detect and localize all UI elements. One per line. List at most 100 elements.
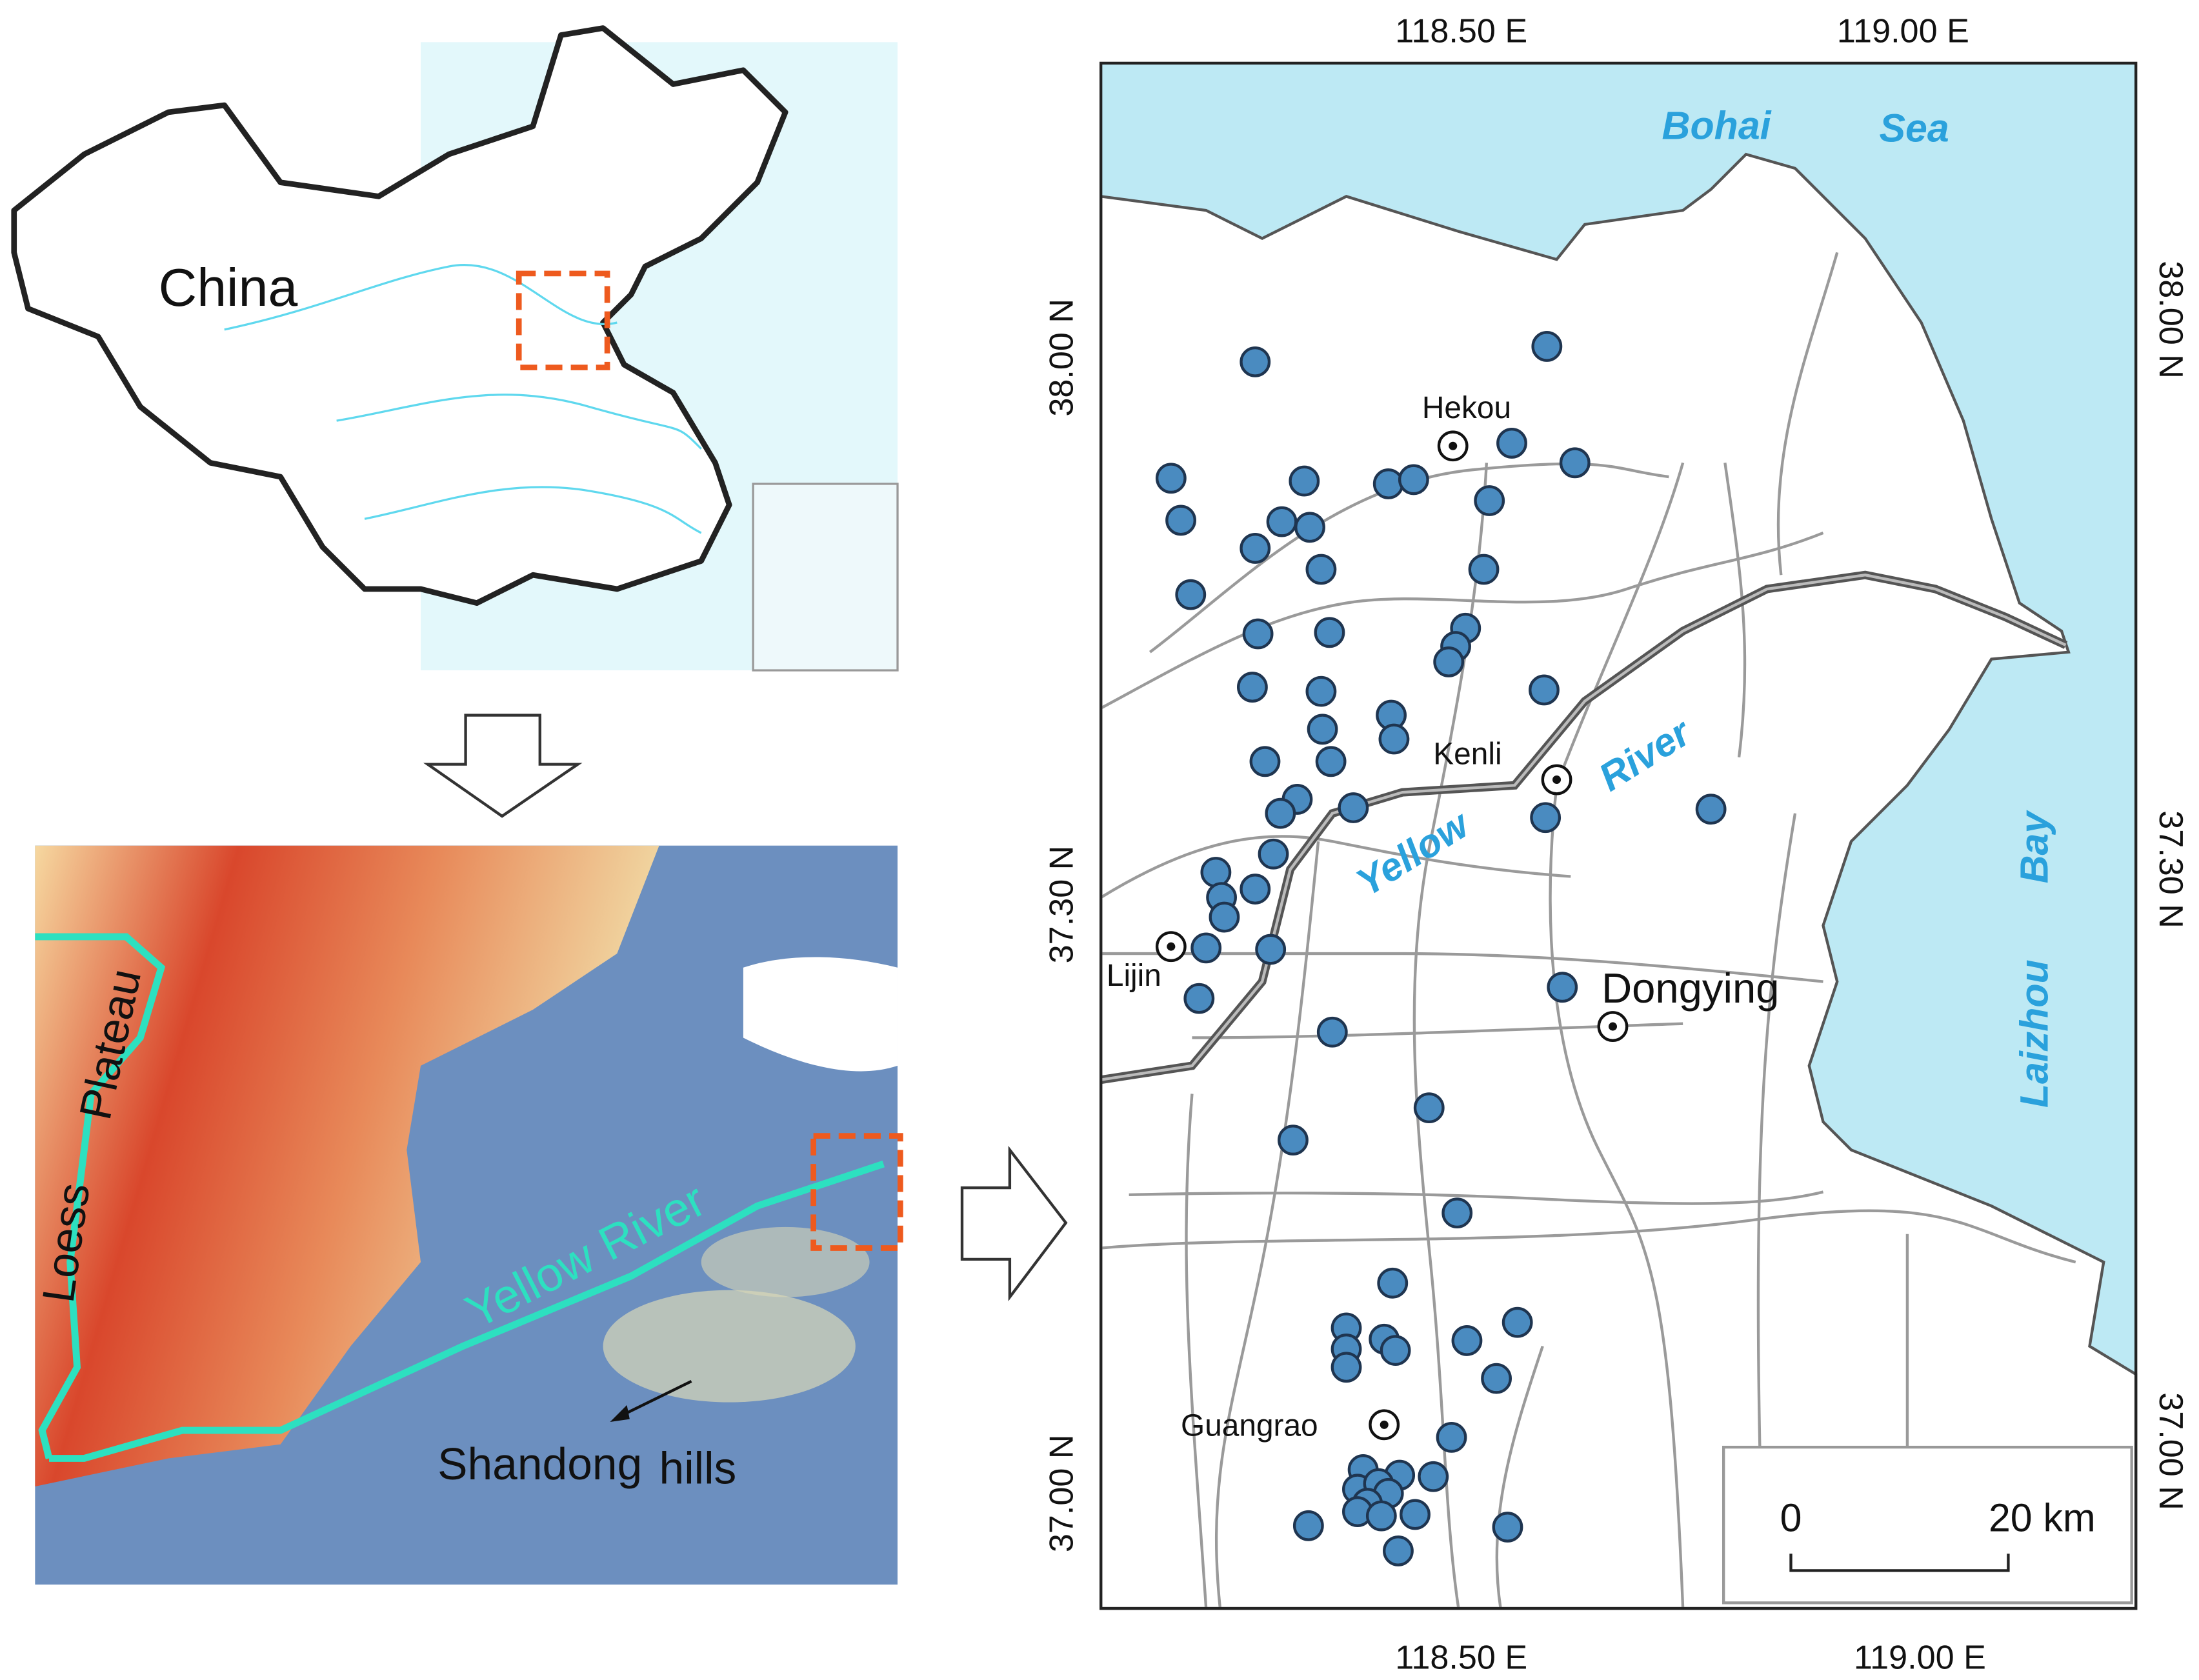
sample-site	[1400, 1499, 1431, 1530]
sample-site	[1307, 714, 1338, 745]
sample-site	[1316, 1016, 1348, 1048]
study-area-box	[516, 270, 610, 370]
arrow-right	[960, 1145, 1068, 1302]
sample-site	[1249, 746, 1281, 777]
sample-site	[1492, 1512, 1523, 1543]
china-outline	[11, 25, 788, 606]
pointer	[616, 1380, 692, 1419]
town-dot	[1608, 1022, 1618, 1031]
bay-label: Laizhou	[2012, 959, 2056, 1108]
place-label: Kenli	[1433, 737, 1501, 772]
sample-site	[1436, 1421, 1467, 1453]
sample-site	[1242, 618, 1274, 650]
sample-site	[1289, 465, 1320, 497]
sea-label: Bohai	[1662, 103, 1772, 147]
right-tick: 38.00 N	[2152, 261, 2189, 379]
sample-site	[1155, 463, 1187, 494]
sample-site	[1531, 331, 1563, 362]
sample-site	[1413, 1092, 1445, 1124]
sample-site	[1258, 838, 1289, 870]
scale-line	[1789, 1554, 2010, 1572]
hills-label: hills	[659, 1443, 737, 1494]
sample-site	[1266, 506, 1298, 537]
left-tick: 38.00 N	[1043, 299, 1081, 417]
sample-site	[1383, 1535, 1414, 1566]
town-dot	[1167, 942, 1176, 951]
place-label: Dongying	[1602, 965, 1779, 1012]
hills-label: Shandong	[437, 1439, 642, 1489]
sample-site	[1529, 674, 1560, 706]
left-tick: 37.30 N	[1043, 846, 1081, 964]
sample-site	[1468, 554, 1500, 585]
country-label: China	[159, 257, 298, 317]
sample-site	[1265, 797, 1296, 829]
sample-site	[1380, 1335, 1411, 1366]
right-tick: 37.00 N	[2152, 1392, 2189, 1510]
top-tick: 119.00 E	[1837, 12, 1969, 50]
sample-site	[1496, 428, 1527, 459]
top-tick: 118.50 E	[1395, 12, 1527, 50]
sample-site	[1481, 1363, 1512, 1394]
loess-boundary	[35, 933, 166, 1459]
study-area-box	[810, 1133, 903, 1251]
scale-label: 20 km	[1989, 1496, 2096, 1540]
bay	[743, 957, 898, 1072]
sample-site	[1240, 533, 1271, 564]
towns	[1155, 430, 1629, 1441]
highland	[35, 845, 659, 1486]
sample-site	[1183, 983, 1215, 1014]
hills	[603, 1290, 856, 1403]
roads	[1100, 252, 2076, 1609]
sample-site	[1315, 746, 1347, 777]
sample-site	[1441, 1197, 1473, 1229]
town-dot	[1552, 775, 1561, 785]
sample-site	[1547, 972, 1578, 1003]
place-label: Lijin	[1107, 959, 1161, 993]
sample-site	[1240, 874, 1271, 905]
sample-site	[1240, 346, 1271, 377]
pointer-head	[610, 1405, 630, 1422]
sample-site	[1378, 723, 1410, 755]
bottom-tick: 118.50 E	[1395, 1639, 1527, 1677]
sample-site	[1377, 1267, 1409, 1299]
bay-label: Bay	[2012, 810, 2056, 884]
sample-site	[1190, 932, 1222, 964]
sample-site	[1294, 512, 1325, 543]
scale-bar: 0 20 km	[1722, 1445, 2133, 1605]
sample-site	[1398, 464, 1429, 495]
sample-site	[1209, 901, 1240, 933]
study-panel: Bohai Sea Laizhou Bay Yellow River Hekou…	[1043, 12, 2189, 1676]
hills	[701, 1226, 870, 1297]
sample-site	[1305, 675, 1337, 707]
sample-site	[1305, 554, 1337, 585]
inset	[752, 483, 899, 672]
scale-label: 0	[1780, 1496, 1802, 1540]
sea-label: Sea	[1879, 106, 1949, 150]
sample-site	[1474, 485, 1505, 516]
sample-sites	[1155, 331, 1727, 1566]
sample-site	[1200, 857, 1232, 888]
sample-site	[1292, 1510, 1324, 1541]
land	[1100, 152, 2138, 1610]
yellow-river-line	[49, 1160, 885, 1462]
map-frame	[1100, 61, 2138, 1610]
left-tick: 37.00 N	[1043, 1434, 1081, 1552]
town-dot	[1449, 441, 1458, 450]
sample-site	[1501, 1306, 1533, 1338]
arrow-down	[423, 714, 583, 818]
china-panel: China	[11, 25, 899, 672]
rivers	[224, 264, 702, 534]
sample-site	[1695, 794, 1727, 825]
sample-site	[1175, 579, 1207, 610]
sample-site	[1338, 792, 1369, 823]
dem-panel: Loess Plateau Yellow River Shandong hill…	[33, 845, 903, 1585]
sample-site	[1559, 447, 1591, 479]
scale-box	[1722, 1445, 2133, 1605]
sample-site	[1372, 468, 1404, 499]
sample-site	[1365, 1500, 1397, 1532]
sample-site	[1451, 1325, 1483, 1356]
bottom-tick: 119.00 E	[1854, 1639, 1986, 1677]
sample-site	[1418, 1461, 1449, 1492]
